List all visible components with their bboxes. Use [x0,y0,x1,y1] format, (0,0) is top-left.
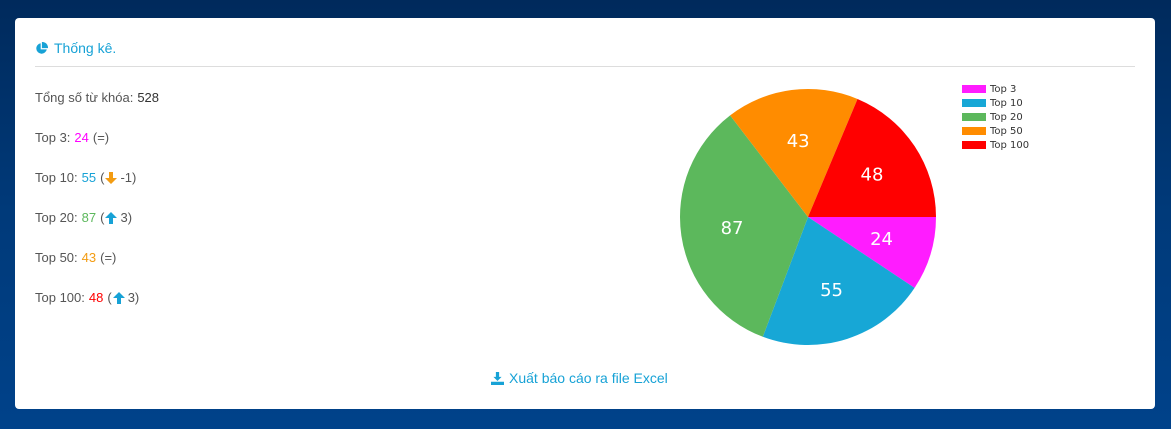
stat-change: (3) [107,290,139,306]
stat-change: (=) [100,250,116,266]
legend-swatch [962,113,986,121]
pie-slice-label: 55 [820,280,843,301]
arrow-up-icon [105,212,118,224]
pie-slice-label: 87 [721,218,744,239]
pie-slice-top-10[interactable] [762,217,915,345]
stat-label: Top 10: [35,170,78,185]
stat-value: 43 [81,250,97,265]
stat-change-prefix: ( [100,210,105,225]
stat-change: (=) [93,130,109,146]
stat-label: Top 100: [35,290,85,305]
stat-change-text: (=) [100,250,117,265]
stat-total-label: Tổng số từ khóa: [35,90,134,105]
stat-row: Top 50: 43 (=) [35,250,159,290]
stat-row: Top 20: 87(3) [35,210,159,250]
legend-label: Top 100 [990,139,1030,151]
stat-value: 87 [81,210,97,225]
arrow-down-icon [105,172,118,184]
statistics-card: Thống kê. Tổng số từ khóa: 528 Top 3: 24(… [15,18,1155,409]
stat-change-prefix: ( [100,170,105,185]
pie-slice-label: 48 [861,164,884,185]
stats-list: Tổng số từ khóa: 528 Top 3: 24 (=) Top 10: 5… [35,90,159,330]
legend-item[interactable]: Top 20 [962,110,1029,124]
stat-change: ( -1) [100,170,136,186]
arrow-up-icon [112,292,125,304]
stat-total-value: 528 [137,90,160,105]
stat-change: (3) [100,210,132,226]
card-header: Thống kê. [35,40,116,56]
stat-row: Top 3: 24 (=) [35,130,159,170]
stat-row: Top 100: 48(3) [35,290,159,330]
download-icon [491,371,504,385]
stat-change-text: 3) [120,210,133,225]
stat-change-text: -1) [120,170,137,185]
stat-label: Top 20: [35,210,78,225]
pie-slice-top-100[interactable] [808,98,936,217]
pie-slice-label: 43 [787,131,810,152]
export-excel-label: Xuất báo cáo ra file Excel [509,370,668,386]
chart-legend: Top 3 Top 10 Top 20 Top 50 Top 100 [962,82,1029,152]
legend-item[interactable]: Top 50 [962,124,1029,138]
stat-value: 55 [81,170,97,185]
stat-label: Top 3: [35,130,71,145]
legend-swatch [962,127,986,135]
legend-label: Top 10 [990,97,1023,109]
legend-swatch [962,99,986,107]
stat-change-prefix: ( [107,290,112,305]
stat-value: 48 [88,290,104,305]
header-divider [35,66,1135,67]
stat-total: Tổng số từ khóa: 528 [35,90,159,130]
export-excel-button[interactable]: Xuất báo cáo ra file Excel [491,370,668,386]
pie-slice-top-20[interactable] [680,115,808,337]
legend-item[interactable]: Top 3 [962,82,1029,96]
stat-label: Top 50: [35,250,78,265]
legend-label: Top 50 [990,125,1023,137]
pie-slice-top-3[interactable] [808,217,936,288]
pie-slice-label: 24 [870,229,893,250]
card-title: Thống kê. [54,40,117,56]
stat-value: 24 [74,130,89,145]
stat-row: Top 10: 55( -1) [35,170,159,210]
pie-slice-top-50[interactable] [730,89,858,217]
legend-swatch [962,85,986,93]
legend-item[interactable]: Top 100 [962,138,1029,152]
legend-swatch [962,141,986,149]
stat-change-text: (=) [92,130,110,145]
legend-item[interactable]: Top 10 [962,96,1029,110]
stat-change-text: 3) [127,290,140,305]
pie-chart-icon [36,41,48,54]
pie-chart: 24 55 87 43 48 [680,89,936,345]
legend-label: Top 20 [990,111,1023,123]
legend-label: Top 3 [990,83,1017,95]
